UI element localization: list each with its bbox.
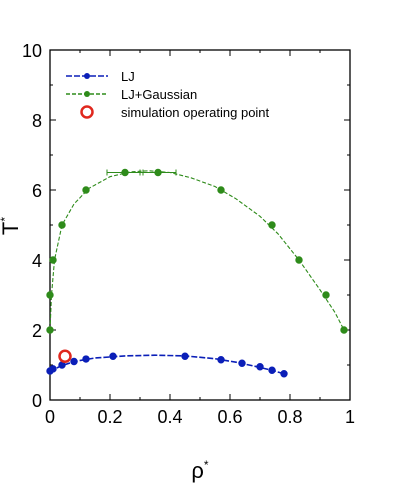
lj-gaussian-point [217,186,225,194]
legend: LJ LJ+Gaussian simulation operating point [66,69,270,120]
x-tick-label: 0.6 [217,407,242,427]
lj-point [217,356,225,364]
lj-point [256,363,264,371]
y-tick-label: 0 [32,391,42,411]
y-tick-label: 10 [22,41,42,61]
x-axis-label: ρ* [191,458,209,483]
legend-simulation-operating-point-label: simulation operating point [121,105,270,120]
lj-gaussian-fit-line [49,170,345,331]
x-tick-label: 0.8 [277,407,302,427]
lj-gaussian-point [82,186,90,194]
lj-gaussian-point [268,221,276,229]
y-axis-label: T* [0,217,23,235]
lj-point [238,359,246,367]
y-tick-label: 6 [32,181,42,201]
y-tick-label: 2 [32,321,42,341]
lj-gaussian-point [49,256,57,264]
y-tick-label: 8 [32,111,42,131]
legend-lj-gaussian-marker [84,91,90,97]
simulation-operating-point-point [58,349,72,363]
x-tick-label: 0 [45,407,55,427]
x-axis-label-superscript: * [204,458,209,472]
plot-frame [49,49,351,401]
lj-point [49,365,57,373]
legend-lj-gaussian-label: LJ+Gaussian [121,87,197,102]
x-tick-label: 0.4 [157,407,182,427]
lj-gaussian-point [58,221,66,229]
lj-gaussian-point [322,291,330,299]
lj-gaussian-point [121,168,129,177]
y-axis-label-superscript: * [0,217,12,222]
legend-simulation-operating-point-marker [80,105,94,119]
x-tick-label: 0.2 [97,407,122,427]
y-tick-label: 4 [32,251,42,271]
lj-point [181,352,189,360]
lj-gaussian-point [340,326,348,334]
lj-point [82,355,90,363]
x-tick-label: 1 [345,407,355,427]
lj-gaussian-point [46,326,54,334]
lj-point [109,352,117,360]
lj-gaussian-point [154,168,162,177]
lj-gaussian-point [46,291,54,299]
legend-lj-label: LJ [121,69,135,84]
lj-gaussian-point [295,256,303,264]
lj-point [268,366,276,374]
lj-point [280,370,288,378]
legend-lj-marker [84,73,90,79]
lj-point [70,357,78,366]
